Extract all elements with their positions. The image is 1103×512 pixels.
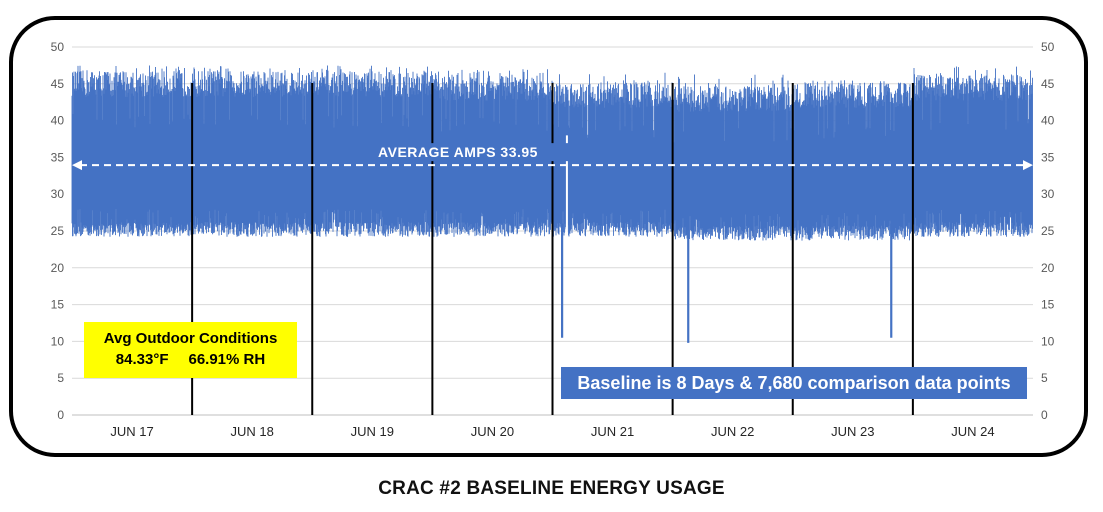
average-label-bg <box>348 143 568 162</box>
x-category-label: JUN 18 <box>231 424 274 439</box>
x-category-label: JUN 20 <box>471 424 514 439</box>
conditions-temperature: 84.33°F <box>115 351 169 368</box>
y-tick-right: 20 <box>1041 261 1055 275</box>
y-tick-left: 20 <box>51 261 65 275</box>
x-axis: JUN 17 JUN 18 JUN 19 JUN 20 JUN 21 JUN 22 JUN … <box>110 424 994 439</box>
y-tick-right: 30 <box>1041 187 1055 201</box>
conditions-title: Avg Outdoor Conditions <box>103 330 278 347</box>
x-category-label: JUN 22 <box>711 424 754 439</box>
x-category-label: JUN 21 <box>591 424 634 439</box>
x-category-label: JUN 19 <box>351 424 394 439</box>
baseline-note: Baseline is 8 Days & 7,680 comparison da… <box>561 367 1027 399</box>
y-tick-right: 25 <box>1041 224 1055 238</box>
y-tick-left: 15 <box>51 298 65 312</box>
amps-chart: AVERAGE AMPS 33.95 05101520253035404550 … <box>51 40 1055 439</box>
y-tick-left: 5 <box>57 371 64 385</box>
average-line-arrow-right <box>1023 160 1033 171</box>
y-tick-left: 30 <box>51 187 65 201</box>
x-category-label: JUN 23 <box>831 424 874 439</box>
average-line-annotation: AVERAGE AMPS 33.95 <box>72 143 1033 171</box>
y-tick-right: 0 <box>1041 408 1048 422</box>
outdoor-conditions-box: Avg Outdoor Conditions 84.33°F 66.91% RH <box>84 322 297 378</box>
y-tick-left: 35 <box>51 150 65 164</box>
y-tick-right: 35 <box>1041 150 1055 164</box>
y-axis-left: 0 5 10 15 20 25 30 35 40 45 50 <box>51 40 65 422</box>
y-tick-left: 25 <box>51 224 65 238</box>
y-tick-right: 45 <box>1041 77 1055 91</box>
figure-caption: CRAC #2 BASELINE ENERGY USAGE <box>378 478 725 499</box>
y-tick-right: 50 <box>1041 40 1055 54</box>
conditions-humidity: 66.91% RH <box>188 351 266 368</box>
average-line-label: AVERAGE AMPS 33.95 <box>378 144 538 160</box>
average-line-arrow-left <box>72 160 82 171</box>
y-tick-left: 50 <box>51 40 65 54</box>
y-tick-left: 40 <box>51 114 65 128</box>
x-category-label: JUN 24 <box>951 424 994 439</box>
y-tick-left: 0 <box>57 408 64 422</box>
y-tick-left: 45 <box>51 77 65 91</box>
x-category-label: JUN 17 <box>110 424 153 439</box>
y-tick-right: 15 <box>1041 298 1055 312</box>
y-tick-left: 10 <box>51 334 65 348</box>
y-tick-right: 40 <box>1041 114 1055 128</box>
y-tick-right: 5 <box>1041 371 1048 385</box>
y-axis-right: 0 5 10 15 20 25 30 35 40 45 50 <box>1041 40 1055 422</box>
y-tick-right: 10 <box>1041 334 1055 348</box>
